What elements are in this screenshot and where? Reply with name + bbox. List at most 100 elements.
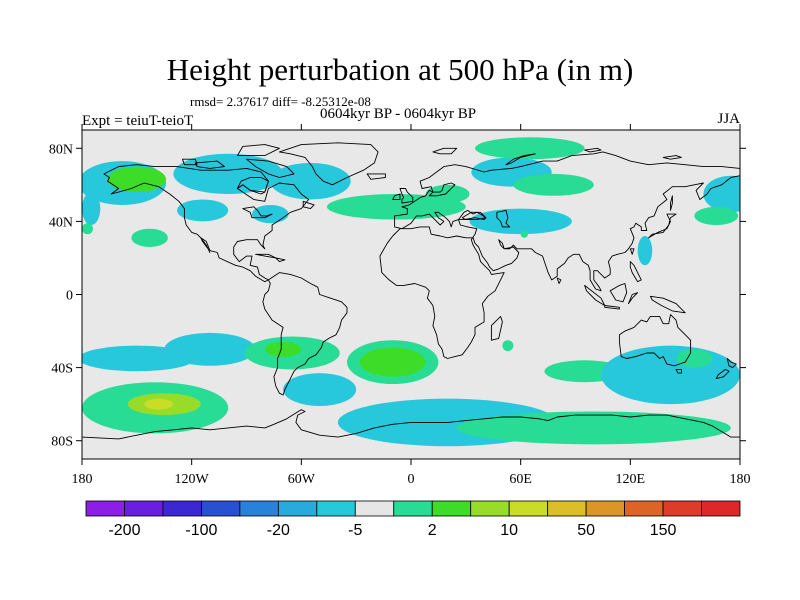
anomaly-region-3	[173, 153, 284, 194]
anomaly-region-13	[513, 173, 594, 196]
coastline-ireland	[392, 193, 401, 200]
anomaly-region-28	[601, 345, 740, 405]
colorbar: -200 -100 -20 -5 2 10 50 150	[85, 500, 741, 539]
colorbar-box	[701, 500, 741, 517]
anomaly-region-16	[703, 175, 740, 213]
y-tick-label: 80S	[51, 435, 73, 450]
colorbar-label: -20	[267, 522, 290, 539]
colorbar-label: 150	[650, 522, 677, 539]
colorbar-label: 50	[577, 522, 595, 539]
colorbar-box	[124, 500, 164, 517]
colorbar-box	[201, 500, 241, 517]
coastline-newfoundland	[302, 200, 315, 210]
anomaly-region-14	[469, 208, 572, 235]
x-tick-label: 180	[72, 472, 93, 487]
coastline-eurasia-africa	[379, 151, 740, 359]
anomaly-region-31	[456, 411, 731, 445]
coastline-great-lakes	[242, 206, 273, 219]
coastline-ellesmere-island	[236, 144, 280, 157]
coastline-caspian-sea	[496, 209, 511, 228]
colorbar-label: -200	[108, 522, 140, 539]
anomaly-region-15	[520, 230, 528, 238]
colorbar-box	[470, 500, 510, 517]
anomaly-region-2	[82, 192, 101, 226]
colorbar-label: -100	[185, 522, 217, 539]
coastline-severnaya-zemlya	[584, 147, 602, 153]
season-label: JJA	[717, 111, 740, 127]
x-tick-label: 120E	[616, 472, 646, 487]
anomaly-region-20	[164, 332, 256, 366]
y-tick-label: 80N	[49, 142, 73, 157]
colorbar-label: 10	[500, 522, 518, 539]
colorbar-box	[316, 500, 356, 517]
coastline-south-america	[262, 272, 348, 396]
coastline-layer	[82, 142, 740, 440]
coastline-svalbard	[432, 147, 458, 155]
coastline-taiwan	[629, 248, 635, 255]
coastline-novaya-zemlya	[505, 153, 536, 166]
y-tick-label: 0	[66, 289, 73, 304]
coastline-borneo	[609, 283, 628, 303]
colorbar-label: -5	[348, 522, 362, 539]
anomaly-region-12	[474, 137, 585, 160]
period-label: 0604kyr BP - 0604kyr BP	[320, 106, 477, 122]
x-tick-label: 0	[408, 472, 415, 487]
anomaly-region-29	[676, 349, 713, 368]
coastline-tasmania	[675, 368, 682, 374]
y-tick-label: 40S	[51, 362, 73, 377]
coastline-antarctica	[82, 409, 740, 440]
colorbar-box	[354, 500, 395, 517]
anomaly-region-9	[326, 193, 466, 220]
coastline-hudson-bay	[236, 177, 269, 195]
colorbar-box	[431, 500, 472, 517]
anomaly-region-10	[425, 184, 470, 204]
stats-label: rmsd= 2.37617 diff= -8.25312e-08	[190, 94, 371, 109]
x-tick-label: 120W	[175, 472, 210, 487]
coastline-baja	[200, 237, 211, 253]
coastline-banks-island	[182, 158, 198, 166]
x-tick-label: 180	[730, 472, 751, 487]
colorbar-box	[393, 500, 433, 517]
anomaly-region-17	[694, 206, 739, 226]
anomaly-region-26	[502, 340, 514, 352]
anomaly-fill-layer	[82, 137, 740, 447]
coastline-victoria-island	[194, 160, 226, 169]
coastline-java	[604, 305, 620, 310]
anomaly-region-4	[270, 162, 351, 200]
colorbar-box	[508, 500, 549, 517]
anomaly-region-25	[359, 347, 426, 377]
experiment-label: Expt = teiuT-teioT	[82, 113, 194, 129]
coastline-sakhalin	[670, 195, 673, 211]
anomaly-region-1	[107, 166, 167, 193]
colorbar-box	[277, 500, 318, 517]
coastline-sumatra	[584, 284, 606, 306]
colorbar-box	[162, 500, 202, 517]
colorbar-label: 2	[428, 522, 437, 539]
colorbar-box	[85, 500, 125, 517]
anomaly-region-23	[283, 373, 357, 406]
anomaly-region-5	[177, 199, 229, 222]
coastline-sulawesi	[628, 292, 639, 305]
anomaly-region-7	[82, 223, 93, 235]
coastline-new-zealand-south	[715, 368, 730, 380]
coastline-new-guinea	[649, 295, 686, 314]
coastline-great-britain	[399, 188, 414, 204]
y-axis: 80N 40N 0 40S 80S	[49, 142, 746, 450]
y-tick-label: 40N	[49, 215, 73, 230]
colorbar-box	[624, 500, 664, 517]
colorbar-box	[547, 500, 587, 517]
coastline-sri-lanka	[556, 277, 562, 284]
coastline-iceland	[366, 173, 386, 180]
anomaly-region-34	[144, 398, 174, 410]
colorbar-box	[662, 500, 702, 517]
anomaly-region-18	[637, 236, 653, 266]
coastline-new-siberian-islands	[662, 155, 682, 160]
coastline-greenland	[278, 142, 379, 186]
x-axis: 180 120W 60W 0 60E 120E 180	[72, 124, 751, 487]
coastline-philippines	[629, 261, 642, 283]
colorbar-box	[239, 500, 279, 517]
anomaly-region-22	[264, 342, 302, 357]
coastline-japan	[648, 213, 677, 239]
coastline-black-sea	[461, 211, 487, 221]
